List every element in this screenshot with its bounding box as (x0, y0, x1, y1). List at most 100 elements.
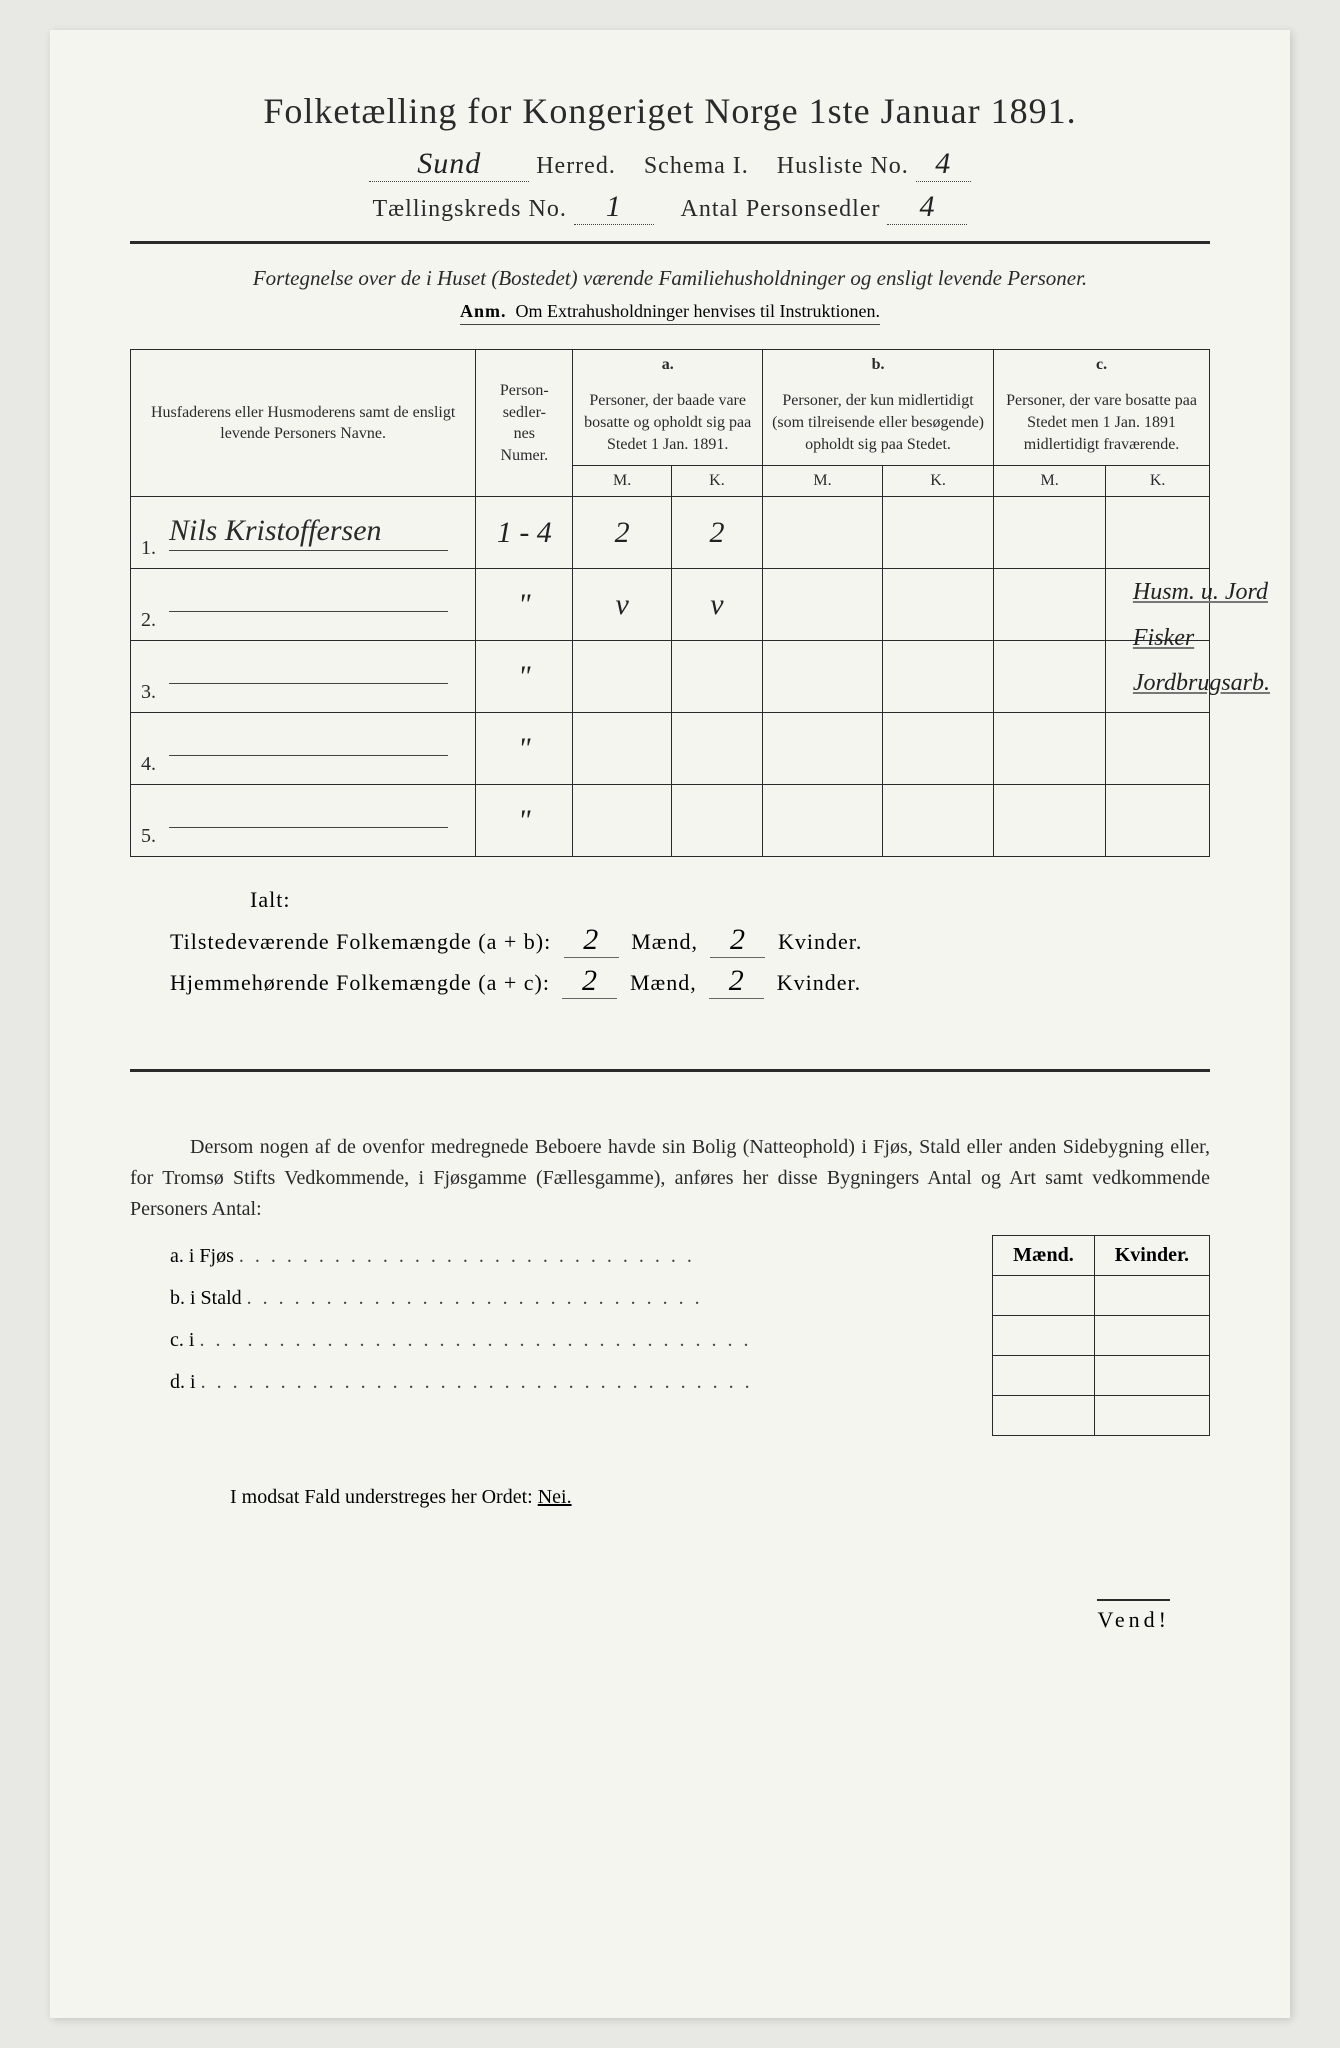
row-name (169, 609, 448, 612)
abcd-row: b. i Stald . . . . . . . . . . . . . . .… (170, 1277, 972, 1319)
margin-notes: Husm. u. Jord Fisker Jordbrugsarb. (1133, 570, 1270, 707)
row-am (573, 785, 672, 857)
margin-note: Husm. u. Jord (1133, 570, 1270, 616)
row-name: Nils Kristoffersen (169, 514, 448, 551)
mk-c-m: M. (994, 466, 1106, 497)
summary1-m: 2 (564, 923, 619, 958)
row-bk (883, 569, 994, 641)
anm-note: Anm. Om Extrahusholdninger henvises til … (460, 301, 880, 325)
dots: . . . . . . . . . . . . . . . . . . . . … (239, 1245, 695, 1267)
abcd-row: c. i . . . . . . . . . . . . . . . . . .… (170, 1319, 972, 1361)
row-bm (763, 785, 883, 857)
vend-label: Vend! (1097, 1599, 1170, 1633)
margin-note: Fisker (1133, 616, 1270, 662)
summary1-kv: Kvinder. (778, 929, 862, 954)
divider (130, 241, 1210, 244)
row-numer: " (476, 785, 573, 857)
mk-cell (993, 1356, 1095, 1396)
husliste-label: Husliste No. (777, 153, 909, 179)
end-table-wrap: a. i Fjøs . . . . . . . . . . . . . . . … (130, 1235, 1210, 1436)
row-ak (671, 713, 762, 785)
summary2-label: Hjemmehørende Folkemængde (a + c): (170, 970, 550, 995)
margin-note: Jordbrugsarb. (1133, 661, 1270, 707)
row-num: 2. (141, 609, 156, 632)
row-name (169, 825, 448, 828)
mk-cell (1094, 1276, 1209, 1316)
summary2-k: 2 (709, 964, 764, 999)
abcd-row: a. i Fjøs . . . . . . . . . . . . . . . … (170, 1235, 972, 1277)
antal-no: 4 (887, 190, 967, 225)
name-cell: 3. (131, 641, 476, 713)
herred-value: Sund (369, 147, 529, 182)
nei-label: I modsat Fald understreges her Ordet: (230, 1486, 533, 1508)
row-bk (883, 713, 994, 785)
mk-cell (993, 1316, 1095, 1356)
row-am: 2 (573, 497, 672, 569)
abcd-a: a. i Fjøs (170, 1245, 234, 1267)
abcd-c: c. i (170, 1329, 194, 1351)
col-names: Husfaderens eller Husmoderens samt de en… (131, 350, 476, 497)
anm-text: Om Extrahusholdninger henvises til Instr… (516, 301, 880, 321)
mk-table: Mænd. Kvinder. (992, 1235, 1210, 1436)
husliste-no: 4 (916, 147, 971, 182)
name-cell: 5. (131, 785, 476, 857)
nei-word: Nei. (538, 1486, 572, 1508)
dots: . . . . . . . . . . . . . . . . . . . . … (199, 1329, 751, 1351)
ialt-label: Ialt: (250, 887, 1210, 913)
abcd-d: d. i (170, 1371, 196, 1393)
header-line-1: Sund Herred. Schema I. Husliste No. 4 (130, 147, 1210, 182)
summary-line-1: Tilstedeværende Folkemængde (a + b): 2 M… (170, 923, 1210, 958)
row-bk (883, 497, 994, 569)
abcd-list: a. i Fjøs . . . . . . . . . . . . . . . … (170, 1235, 972, 1436)
dots: . . . . . . . . . . . . . . . . . . . . … (247, 1287, 703, 1309)
para-text: Dersom nogen af de ovenfor medregnede Be… (130, 1136, 1210, 1220)
bolig-paragraph: Dersom nogen af de ovenfor medregnede Be… (130, 1132, 1210, 1225)
header-line-2: Tællingskreds No. 1 Antal Personsedler 4 (130, 190, 1210, 225)
antal-label: Antal Personsedler (681, 196, 881, 222)
abcd-row: d. i . . . . . . . . . . . . . . . . . .… (170, 1361, 972, 1403)
mk-cell (993, 1276, 1095, 1316)
row-name (169, 681, 448, 684)
row-numer: " (476, 713, 573, 785)
summary1-label: Tilstedeværende Folkemængde (a + b): (170, 929, 551, 954)
row-am (573, 641, 672, 713)
row-bm (763, 497, 883, 569)
row-ak: v (671, 569, 762, 641)
row-ak (671, 785, 762, 857)
row-num: 4. (141, 753, 156, 776)
divider-2 (130, 1069, 1210, 1072)
row-ak (671, 641, 762, 713)
summary2-m: 2 (562, 964, 617, 999)
mk-kvinder: Kvinder. (1094, 1236, 1209, 1276)
mk-b-m: M. (763, 466, 883, 497)
row-bk (883, 641, 994, 713)
table-row: 4. " (131, 713, 1210, 785)
col-c-label: c. (994, 350, 1210, 381)
row-bm (763, 569, 883, 641)
name-cell: 1. Nils Kristoffersen (131, 497, 476, 569)
form-title: Folketælling for Kongeriget Norge 1ste J… (130, 90, 1210, 132)
row-cm (994, 497, 1106, 569)
row-cm (994, 785, 1106, 857)
col-c: Personer, der vare bosatte paa Stedet me… (994, 380, 1210, 465)
row-num: 3. (141, 681, 156, 704)
herred-label: Herred. (536, 153, 616, 179)
summary-line-2: Hjemmehørende Folkemængde (a + c): 2 Mæn… (170, 964, 1210, 999)
mk-a-k: K. (671, 466, 762, 497)
table-row: 5. " (131, 785, 1210, 857)
table-row: 2. " v v (131, 569, 1210, 641)
row-am: v (573, 569, 672, 641)
subtitle: Fortegnelse over de i Huset (Bostedet) v… (220, 264, 1120, 293)
mk-c-k: K. (1106, 466, 1210, 497)
summary1-k: 2 (710, 923, 765, 958)
row-ak: 2 (671, 497, 762, 569)
row-numer: 1 - 4 (476, 497, 573, 569)
row-num: 1. (141, 537, 156, 560)
col-numer: Person- sedler- nes Numer. (476, 350, 573, 497)
table-row: 3. " (131, 641, 1210, 713)
mk-b-k: K. (883, 466, 994, 497)
anm-bold: Anm. (460, 301, 507, 321)
mk-cell (1094, 1316, 1209, 1356)
row-cm (994, 713, 1106, 785)
name-cell: 2. (131, 569, 476, 641)
